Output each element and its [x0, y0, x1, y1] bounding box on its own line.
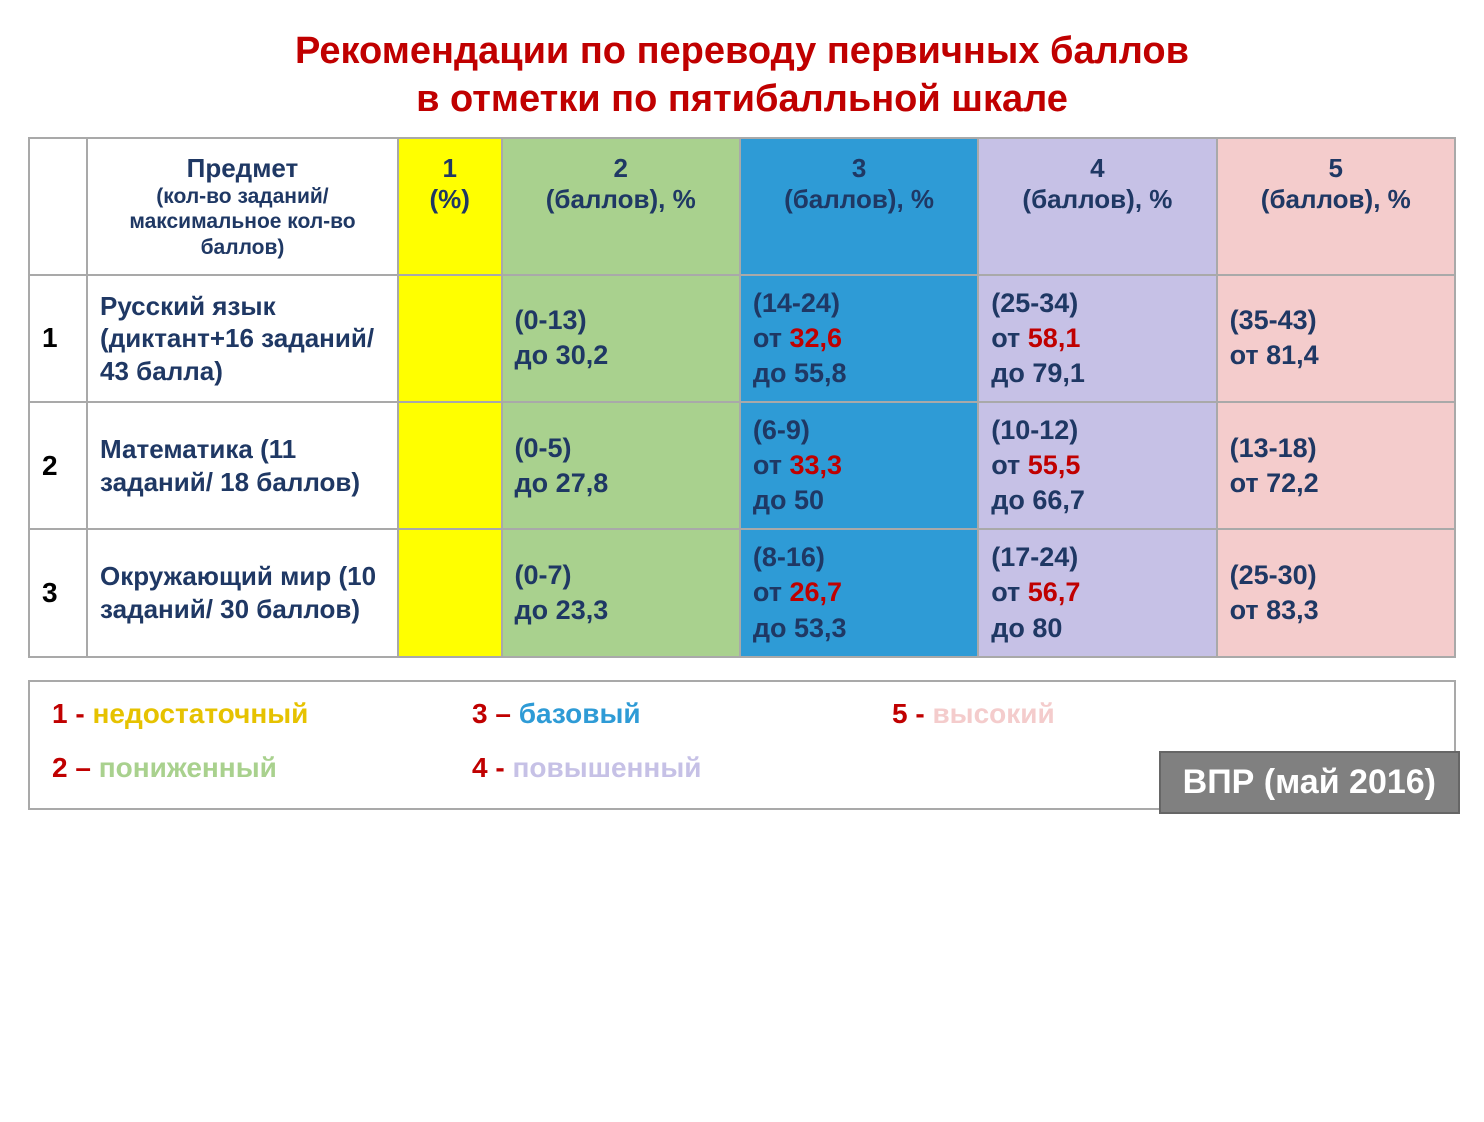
- legend-item-4: 4 - повышенный: [472, 752, 701, 784]
- column-header: 2(баллов), %: [502, 138, 740, 275]
- title-line-2: в отметки по пятибалльной шкале: [416, 78, 1068, 120]
- legend-item-3: 3 – базовый: [472, 698, 892, 730]
- table-row: 2Математика (11 заданий/ 18 баллов) (0-5)…: [29, 402, 1455, 529]
- column-header: 4(баллов), %: [978, 138, 1216, 275]
- legend-num: 2 –: [52, 752, 99, 783]
- row-number: 2: [29, 402, 87, 529]
- grade3-cell: (6-9)от 33,3до 50: [740, 402, 978, 529]
- table-row: 3Окружающий мир (10 заданий/ 30 баллов) (…: [29, 529, 1455, 656]
- grade4-cell: (25-34)от 58,1до 79,1: [978, 275, 1216, 402]
- legend-text: недостаточный: [92, 698, 308, 729]
- column-header: [29, 138, 87, 275]
- row-number: 3: [29, 529, 87, 656]
- grade5-cell: (35-43)от 81,4: [1217, 275, 1455, 402]
- page-title: Рекомендации по переводу первичных балло…: [28, 28, 1456, 123]
- subject-cell: Математика (11 заданий/ 18 баллов): [87, 402, 398, 529]
- legend-box: 1 - недостаточный 3 – базовый 5 - высоки…: [28, 680, 1456, 810]
- legend-text: базовый: [519, 698, 641, 729]
- table-row: 1Русский язык (диктант+16 заданий/ 43 ба…: [29, 275, 1455, 402]
- legend-item-5: 5 - высокий: [892, 698, 1055, 730]
- grade1-cell: [398, 529, 502, 656]
- legend-text: пониженный: [99, 752, 277, 783]
- grade2-cell: (0-7)до 23,3: [502, 529, 740, 656]
- grade3-cell: (8-16)от 26,7до 53,3: [740, 529, 978, 656]
- subject-cell: Русский язык (диктант+16 заданий/ 43 бал…: [87, 275, 398, 402]
- source-badge: ВПР (май 2016): [1159, 751, 1460, 814]
- column-header: 5(баллов), %: [1217, 138, 1455, 275]
- grade4-cell: (10-12)от 55,5до 66,7: [978, 402, 1216, 529]
- legend-item-1: 1 - недостаточный: [52, 698, 472, 730]
- column-header: Предмет(кол-во заданий/ максимальное кол…: [87, 138, 398, 275]
- grade1-cell: [398, 275, 502, 402]
- grade5-cell: (25-30)от 83,3: [1217, 529, 1455, 656]
- grade2-cell: (0-5)до 27,8: [502, 402, 740, 529]
- legend-num: 3 –: [472, 698, 519, 729]
- legend-text: повышенный: [512, 752, 701, 783]
- legend-num: 1 -: [52, 698, 92, 729]
- column-header: 3(баллов), %: [740, 138, 978, 275]
- grade1-cell: [398, 402, 502, 529]
- grade4-cell: (17-24)от 56,7до 80: [978, 529, 1216, 656]
- legend-text: высокий: [932, 698, 1054, 729]
- legend-item-2: 2 – пониженный: [52, 752, 472, 784]
- grade5-cell: (13-18)от 72,2: [1217, 402, 1455, 529]
- grades-table: Предмет(кол-во заданий/ максимальное кол…: [28, 137, 1456, 658]
- row-number: 1: [29, 275, 87, 402]
- grade3-cell: (14-24)от 32,6до 55,8: [740, 275, 978, 402]
- subject-cell: Окружающий мир (10 заданий/ 30 баллов): [87, 529, 398, 656]
- legend-num: 4 -: [472, 752, 512, 783]
- grade2-cell: (0-13)до 30,2: [502, 275, 740, 402]
- legend-num: 5 -: [892, 698, 932, 729]
- title-line-1: Рекомендации по переводу первичных балло…: [295, 30, 1189, 72]
- column-header: 1(%): [398, 138, 502, 275]
